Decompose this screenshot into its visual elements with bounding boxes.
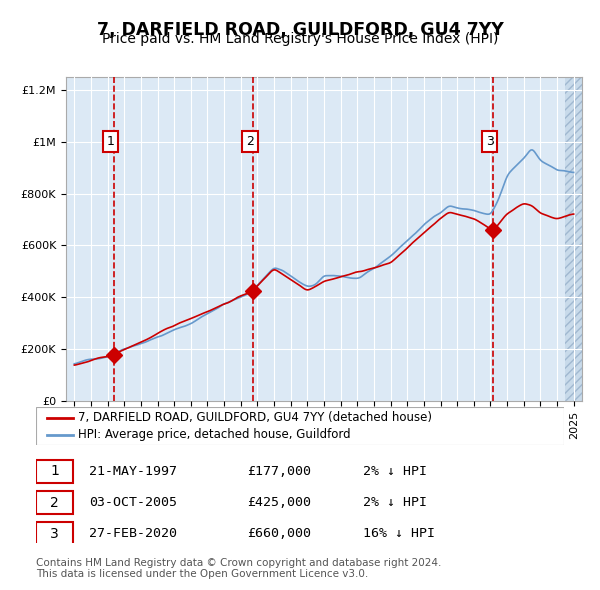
FancyBboxPatch shape bbox=[36, 407, 564, 445]
Bar bbox=[565, 77, 582, 401]
Text: 27-FEB-2020: 27-FEB-2020 bbox=[89, 527, 177, 540]
Bar bbox=[565, 77, 582, 401]
Text: 21-MAY-1997: 21-MAY-1997 bbox=[89, 465, 177, 478]
Text: £177,000: £177,000 bbox=[247, 465, 311, 478]
Text: 3: 3 bbox=[50, 527, 59, 540]
FancyBboxPatch shape bbox=[36, 460, 73, 483]
Text: Price paid vs. HM Land Registry's House Price Index (HPI): Price paid vs. HM Land Registry's House … bbox=[102, 32, 498, 47]
Text: 2: 2 bbox=[50, 496, 59, 510]
Text: 7, DARFIELD ROAD, GUILDFORD, GU4 7YY (detached house): 7, DARFIELD ROAD, GUILDFORD, GU4 7YY (de… bbox=[78, 411, 432, 424]
Text: 1: 1 bbox=[50, 464, 59, 478]
FancyBboxPatch shape bbox=[36, 491, 73, 514]
Text: 16% ↓ HPI: 16% ↓ HPI bbox=[364, 527, 436, 540]
FancyBboxPatch shape bbox=[36, 522, 73, 546]
Text: 7, DARFIELD ROAD, GUILDFORD, GU4 7YY: 7, DARFIELD ROAD, GUILDFORD, GU4 7YY bbox=[97, 21, 503, 39]
Text: Contains HM Land Registry data © Crown copyright and database right 2024.
This d: Contains HM Land Registry data © Crown c… bbox=[36, 558, 442, 579]
Text: £660,000: £660,000 bbox=[247, 527, 311, 540]
Text: 3: 3 bbox=[486, 135, 494, 148]
Text: 2: 2 bbox=[246, 135, 254, 148]
Text: £425,000: £425,000 bbox=[247, 496, 311, 509]
Text: 2% ↓ HPI: 2% ↓ HPI bbox=[364, 496, 427, 509]
Text: HPI: Average price, detached house, Guildford: HPI: Average price, detached house, Guil… bbox=[78, 428, 351, 441]
Text: 03-OCT-2005: 03-OCT-2005 bbox=[89, 496, 177, 509]
Text: 1: 1 bbox=[107, 135, 115, 148]
Text: 2% ↓ HPI: 2% ↓ HPI bbox=[364, 465, 427, 478]
